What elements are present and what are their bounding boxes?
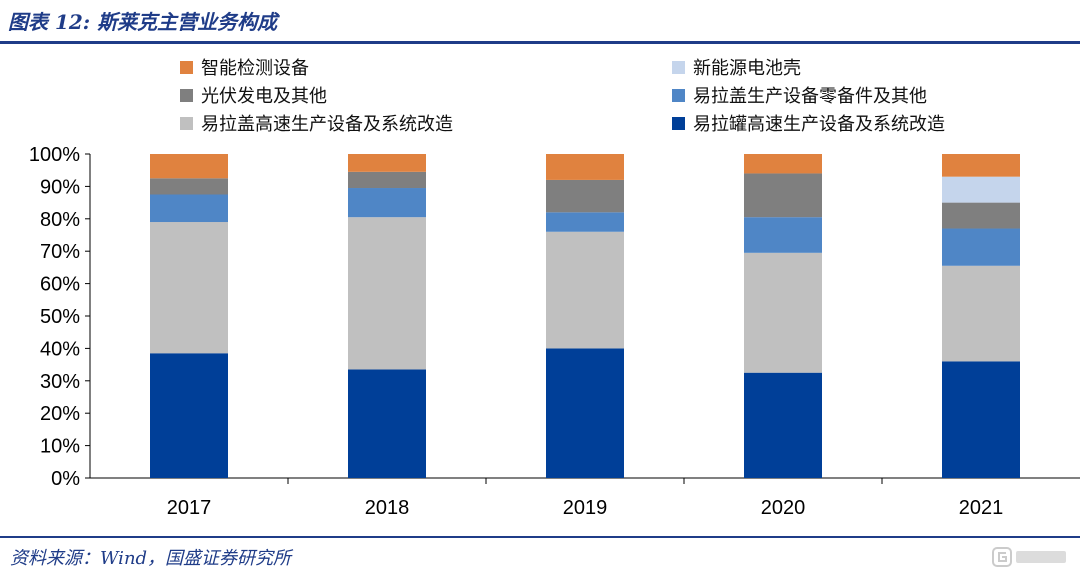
bar-segment-2020-s0 [744,372,822,478]
legend-swatch [180,117,193,130]
y-tick-label: 10% [40,436,80,458]
x-tick-label: 2020 [761,497,806,519]
bar-segment-2021-s0 [942,361,1020,478]
bar-segment-2018-s5 [348,154,426,172]
source-note: 资料来源：Wind，国盛证券研究所 [10,548,292,569]
bar-segment-2017-s2 [150,194,228,223]
bar-segment-2018-s3 [348,171,426,189]
legend-swatch [672,89,685,102]
y-tick-label: 60% [40,274,80,296]
legend-label: 易拉盖高速生产设备及系统改造 [201,114,453,135]
bar-segment-2017-s1 [150,222,228,354]
bar-segment-2018-s1 [348,217,426,370]
bar-segment-2019-s5 [546,154,624,180]
bar-segment-2021-s5 [942,154,1020,177]
bar-segment-2019-s0 [546,348,624,478]
legend-label: 易拉罐高速生产设备及系统改造 [693,114,945,135]
y-tick-label: 80% [40,209,80,231]
bar-segment-2021-s2 [942,228,1020,266]
bar-segment-2018-s2 [348,188,426,218]
bars [150,154,1020,478]
gelonghui-logo-icon [992,547,1066,567]
y-tick-label: 30% [40,371,80,393]
legend-swatch [672,117,685,130]
x-tick-label: 2019 [563,497,608,519]
y-tick-label: 0% [51,468,80,490]
title-bar: 图表 12: 斯莱克主营业务构成 [0,0,1080,44]
bar-segment-2021-s1 [942,265,1020,362]
bar-segment-2019-s2 [546,212,624,232]
y-tick-label: 20% [40,403,80,425]
y-tick-label: 40% [40,338,80,360]
bar-segment-2017-s0 [150,353,228,478]
y-tick-label: 100% [29,144,80,166]
x-tick-label: 2017 [167,497,212,519]
bar-segment-2019-s3 [546,179,624,213]
legend-swatch [672,61,685,74]
bar-segment-2019-s1 [546,231,624,349]
legend-swatch [180,89,193,102]
x-tick-label: 2018 [365,497,410,519]
legend-label: 光伏发电及其他 [201,86,327,107]
bar-segment-2020-s1 [744,252,822,373]
bar-segment-2021-s3 [942,202,1020,229]
figure-title: 图表 12: 斯莱克主营业务构成 [8,10,278,34]
bar-segment-2017-s3 [150,178,228,195]
footer-bar: 资料来源：Wind，国盛证券研究所 [0,536,1080,576]
y-tick-label: 70% [40,241,80,263]
legend-label: 新能源电池壳 [693,58,801,79]
legend-label: 易拉盖生产设备零备件及其他 [693,86,927,107]
legend-label: 智能检测设备 [201,58,309,79]
x-tick-label: 2021 [959,497,1004,519]
y-tick-label: 50% [40,306,80,328]
y-tick-label: 90% [40,176,80,198]
bar-segment-2020-s3 [744,173,822,218]
y-axis: 0% 10% 20% 30% 40% 50% 60% 70% 80% 90% 100% [29,144,91,490]
bar-segment-2018-s0 [348,369,426,478]
legend-swatch [180,61,193,74]
bar-segment-2020-s2 [744,217,822,253]
bar-segment-2020-s5 [744,154,822,174]
x-axis: 2017 2018 2019 2020 2021 [90,477,1080,519]
bar-segment-2017-s5 [150,154,228,179]
bar-segment-2021-s4 [942,176,1020,203]
